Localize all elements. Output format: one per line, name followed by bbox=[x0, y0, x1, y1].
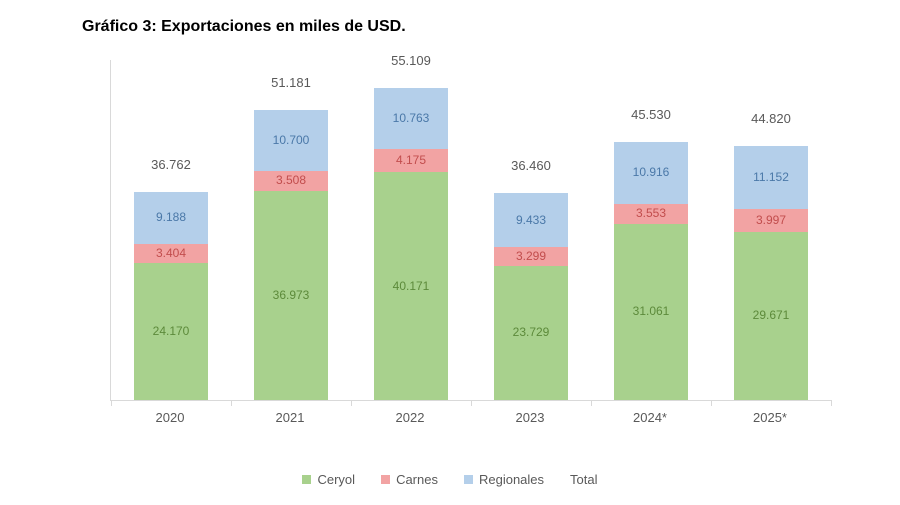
segment-label: 24.170 bbox=[153, 325, 190, 338]
category-label: 2021 bbox=[276, 410, 305, 425]
legend-swatch bbox=[302, 475, 311, 484]
chart-title: Gráfico 3: Exportaciones en miles de USD… bbox=[82, 18, 406, 36]
bar-segment-carnes: 4.175 bbox=[374, 149, 448, 173]
x-tick bbox=[591, 400, 592, 406]
segment-label: 10.763 bbox=[393, 112, 430, 125]
bar-segment-regionales: 10.763 bbox=[374, 88, 448, 149]
legend-item-total: Total bbox=[570, 472, 597, 487]
bar-segment-regionales: 9.188 bbox=[134, 192, 208, 244]
x-tick bbox=[471, 400, 472, 406]
total-label: 44.820 bbox=[751, 111, 791, 126]
legend-label: Regionales bbox=[479, 472, 544, 487]
segment-label: 36.973 bbox=[273, 289, 310, 302]
segment-label: 3.997 bbox=[756, 214, 786, 227]
bar-segment-regionales: 10.700 bbox=[254, 110, 328, 171]
category-label: 2022 bbox=[396, 410, 425, 425]
x-tick bbox=[351, 400, 352, 406]
x-tick bbox=[111, 400, 112, 406]
total-label: 55.109 bbox=[391, 53, 431, 68]
legend-swatch bbox=[464, 475, 473, 484]
total-label: 36.460 bbox=[511, 158, 551, 173]
bar-segment-regionales: 9.433 bbox=[494, 193, 568, 246]
bar-segment-ceryol: 29.671 bbox=[734, 232, 808, 400]
plot-area: 24.170 3.404 9.188 36.762 36.973 3.508 10.700 5… bbox=[110, 60, 831, 401]
legend-item-ceryol: Ceryol bbox=[302, 472, 355, 487]
legend-swatch bbox=[381, 475, 390, 484]
bar-segment-ceryol: 40.171 bbox=[374, 172, 448, 400]
bar-group: 24.1703.4049.18836.762 bbox=[134, 192, 208, 400]
bar-group: 23.7293.2999.43336.460 bbox=[494, 193, 568, 400]
bar-segment-carnes: 3.553 bbox=[614, 204, 688, 224]
total-label: 36.762 bbox=[151, 157, 191, 172]
segment-label: 3.299 bbox=[516, 250, 546, 263]
bar-segment-ceryol: 23.729 bbox=[494, 266, 568, 400]
bar-segment-ceryol: 36.973 bbox=[254, 191, 328, 401]
bar-segment-carnes: 3.299 bbox=[494, 247, 568, 266]
bar-group: 36.9733.50810.70051.181 bbox=[254, 110, 328, 400]
bar-segment-carnes: 3.404 bbox=[134, 244, 208, 263]
segment-label: 4.175 bbox=[396, 154, 426, 167]
total-label: 51.181 bbox=[271, 75, 311, 90]
chart-canvas: Gráfico 3: Exportaciones en miles de USD… bbox=[0, 0, 900, 505]
segment-label: 10.916 bbox=[633, 166, 670, 179]
category-label: 2025* bbox=[753, 410, 787, 425]
bar-group: 40.1714.17510.76355.109 bbox=[374, 88, 448, 400]
category-label: 2024* bbox=[633, 410, 667, 425]
bar-segment-carnes: 3.508 bbox=[254, 171, 328, 191]
total-label: 45.530 bbox=[631, 107, 671, 122]
bar-segment-carnes: 3.997 bbox=[734, 209, 808, 232]
bar-segment-regionales: 10.916 bbox=[614, 142, 688, 204]
category-label: 2020 bbox=[156, 410, 185, 425]
segment-label: 9.188 bbox=[156, 211, 186, 224]
bar-segment-regionales: 11.152 bbox=[734, 146, 808, 209]
legend-label: Ceryol bbox=[317, 472, 355, 487]
legend: Ceryol Carnes Regionales Total bbox=[0, 472, 900, 487]
segment-label: 3.404 bbox=[156, 247, 186, 260]
category-label: 2023 bbox=[516, 410, 545, 425]
segment-label: 11.152 bbox=[753, 171, 789, 184]
legend-item-regionales: Regionales bbox=[464, 472, 544, 487]
bar-group: 31.0613.55310.91645.530 bbox=[614, 142, 688, 400]
legend-label: Total bbox=[570, 472, 597, 487]
segment-label: 40.171 bbox=[393, 280, 430, 293]
segment-label: 10.700 bbox=[273, 134, 310, 147]
segment-label: 9.433 bbox=[516, 214, 546, 227]
segment-label: 3.508 bbox=[276, 174, 306, 187]
bar-segment-ceryol: 31.061 bbox=[614, 224, 688, 400]
bar-segment-ceryol: 24.170 bbox=[134, 263, 208, 400]
segment-label: 29.671 bbox=[753, 309, 790, 322]
x-tick bbox=[231, 400, 232, 406]
segment-label: 3.553 bbox=[636, 207, 666, 220]
legend-label: Carnes bbox=[396, 472, 438, 487]
legend-item-carnes: Carnes bbox=[381, 472, 438, 487]
segment-label: 23.729 bbox=[513, 326, 550, 339]
segment-label: 31.061 bbox=[633, 305, 670, 318]
x-tick bbox=[831, 400, 832, 406]
bar-group: 29.6713.99711.15244.820 bbox=[734, 146, 808, 400]
x-tick bbox=[711, 400, 712, 406]
